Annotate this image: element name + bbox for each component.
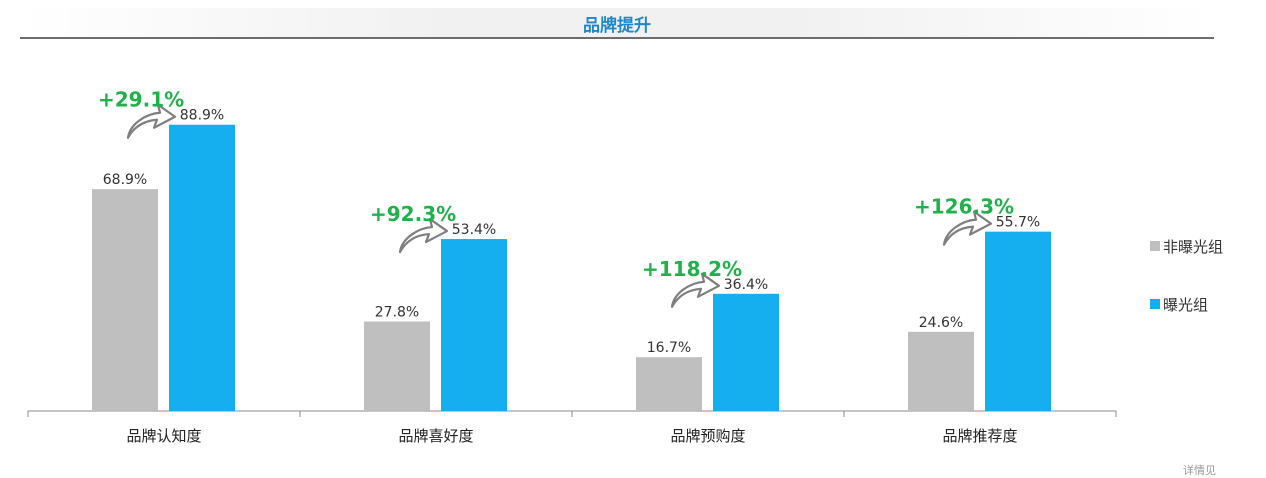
legend-item-non-exposed: 非曝光组	[1150, 236, 1223, 256]
trend-arrow-shape	[670, 272, 721, 308]
data-label-exposed: 88.9%	[180, 108, 224, 124]
x-tick-label: 品牌认知度	[126, 427, 201, 445]
lift-annotation: +92.3%	[370, 202, 456, 226]
trend-arrow-shape	[942, 210, 993, 246]
trend-arrow-shape	[126, 103, 177, 139]
x-tick-label: 品牌推荐度	[942, 427, 1017, 445]
data-label-non-exposed: 27.8%	[375, 304, 419, 320]
x-tick-label: 品牌预购度	[670, 427, 745, 445]
bar-exposed	[713, 293, 779, 411]
data-label-non-exposed: 16.7%	[647, 340, 691, 356]
lift-annotation: +126.3%	[914, 195, 1014, 219]
legend-label-exposed: 曝光组	[1163, 295, 1209, 314]
trend-arrow-shape	[398, 217, 449, 254]
chart-title-band: 品牌提升	[20, 8, 1214, 39]
bar-exposed	[985, 231, 1051, 411]
trend-arrow-icon	[398, 217, 449, 254]
trend-arrow-icon	[942, 210, 993, 246]
legend-label-non-exposed: 非曝光组	[1163, 237, 1224, 256]
bar-non-exposed	[364, 321, 430, 411]
bar-non-exposed	[908, 331, 974, 411]
trend-arrow-icon	[670, 272, 721, 308]
data-label-exposed: 53.4%	[452, 222, 496, 238]
legend: 非曝光组 曝光组	[1150, 236, 1223, 352]
footer-note: 详情见	[1183, 464, 1216, 477]
chart-title: 品牌提升	[583, 16, 651, 36]
lift-annotation: +118.2%	[642, 257, 742, 281]
bar-non-exposed	[636, 357, 702, 411]
bar-exposed	[169, 124, 235, 411]
legend-item-exposed: 曝光组	[1150, 294, 1223, 314]
data-label-exposed: 55.7%	[996, 215, 1040, 231]
trend-arrow-icon	[126, 103, 177, 139]
data-label-exposed: 36.4%	[724, 277, 768, 293]
x-tick-label: 品牌喜好度	[398, 427, 473, 445]
legend-swatch-non-exposed	[1150, 241, 1160, 251]
lift-annotation: +29.1%	[98, 88, 184, 112]
data-label-non-exposed: 68.9%	[103, 172, 147, 188]
legend-swatch-exposed	[1150, 299, 1160, 309]
data-label-non-exposed: 24.6%	[919, 315, 963, 331]
bar-exposed	[441, 239, 507, 411]
bar-non-exposed	[92, 189, 158, 411]
